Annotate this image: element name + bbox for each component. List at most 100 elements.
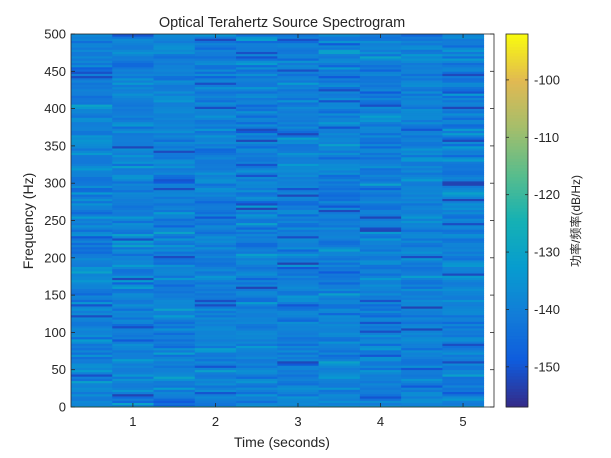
heatmap-cell	[153, 385, 196, 388]
heatmap-cell	[318, 75, 361, 79]
heatmap-cell	[153, 227, 196, 230]
heatmap-cell	[71, 82, 113, 85]
heatmap-cell	[194, 292, 237, 296]
colorbar-segment	[506, 335, 528, 340]
heatmap-cell	[401, 44, 443, 48]
heatmap-cell	[318, 380, 361, 384]
heatmap-cell	[277, 345, 320, 349]
heatmap-cell	[401, 209, 443, 213]
heatmap-cell	[401, 398, 443, 401]
heatmap-cell	[236, 231, 278, 235]
heatmap-cell	[71, 398, 113, 401]
colorbar-segment	[506, 189, 528, 194]
heatmap-cell	[112, 354, 154, 357]
heatmap-cell	[112, 84, 154, 88]
y-tick-label: 300	[44, 176, 66, 191]
heatmap-cell	[318, 66, 361, 70]
heatmap-cell	[359, 191, 402, 195]
heatmap-cell	[442, 156, 485, 160]
colorbar-segment	[506, 360, 528, 364]
heatmap-cell	[112, 176, 154, 180]
heatmap-cell	[401, 264, 443, 267]
colorbar-segment	[506, 245, 528, 249]
heatmap-cell	[401, 82, 443, 85]
heatmap-cell	[71, 240, 113, 243]
heatmap-cell	[442, 196, 485, 199]
heatmap-cell	[112, 108, 154, 112]
colorbar-segment	[506, 55, 528, 60]
heatmap-cell	[277, 382, 320, 386]
heatmap-cell	[318, 398, 361, 401]
heatmap-cell	[318, 139, 361, 142]
heatmap-cell	[318, 93, 361, 96]
heatmap-cell	[153, 178, 196, 182]
colorbar-segment	[506, 111, 528, 116]
heatmap-cell	[442, 310, 485, 314]
heatmap-cell	[359, 281, 402, 285]
heatmap-cell	[442, 299, 485, 303]
heatmap-cell	[71, 325, 113, 329]
heatmap-cell	[71, 55, 113, 59]
heatmap-cell	[112, 398, 154, 401]
heatmap-cell	[153, 40, 196, 44]
heatmap-cell	[277, 367, 320, 371]
heatmap-cell	[442, 330, 485, 333]
heatmap-cell	[236, 382, 278, 386]
heatmap-cell	[401, 317, 443, 320]
x-tick-label: 2	[212, 414, 219, 429]
heatmap-cell	[359, 95, 402, 99]
heatmap-cell	[401, 112, 443, 116]
colorbar-segment	[506, 108, 528, 113]
heatmap-cell	[112, 242, 154, 246]
heatmap-cell	[194, 137, 237, 140]
heatmap-cell	[442, 53, 485, 57]
heatmap-cell	[359, 301, 402, 305]
colorbar-segment	[506, 80, 528, 85]
heatmap-cell	[277, 235, 320, 239]
heatmap-cell	[359, 139, 402, 142]
heatmap-cell	[236, 376, 278, 379]
heatmap-cell	[359, 290, 402, 294]
heatmap-cell	[401, 246, 443, 250]
heatmap-cell	[277, 387, 320, 390]
heatmap-cell	[112, 189, 154, 193]
heatmap-cell	[359, 378, 402, 382]
heatmap-cell	[236, 209, 278, 213]
heatmap-cell	[401, 165, 443, 169]
heatmap-cell	[401, 170, 443, 173]
heatmap-cell	[153, 66, 196, 70]
colorbar-segment	[506, 267, 528, 271]
heatmap-cell	[442, 181, 485, 184]
heatmap-cell	[442, 44, 485, 48]
y-tick-label: 100	[44, 325, 66, 340]
heatmap-cell	[112, 187, 154, 191]
colorbar-segment	[506, 40, 528, 44]
heatmap-cell	[153, 246, 196, 250]
heatmap-cell	[71, 202, 113, 206]
heatmap-cell	[71, 270, 113, 274]
heatmap-cell	[401, 343, 443, 346]
colorbar-segment	[506, 351, 528, 355]
heatmap-cell	[318, 172, 361, 175]
heatmap-cell	[153, 295, 196, 298]
heatmap-cell	[442, 38, 485, 41]
heatmap-cell	[71, 38, 113, 41]
heatmap-cell	[318, 42, 361, 46]
heatmap-cell	[236, 185, 278, 188]
heatmap-cell	[112, 86, 154, 90]
heatmap-cell	[442, 319, 485, 322]
heatmap-cell	[277, 229, 320, 232]
heatmap-cell	[194, 220, 237, 224]
colorbar-segment	[506, 105, 528, 110]
heatmap-cell	[153, 202, 196, 206]
heatmap-cell	[401, 360, 443, 364]
heatmap-cell	[277, 231, 320, 235]
heatmap-cell	[359, 152, 402, 156]
heatmap-cell	[112, 389, 154, 393]
heatmap-cell	[71, 246, 113, 250]
heatmap-cell	[236, 398, 278, 401]
heatmap-cell	[71, 336, 113, 340]
heatmap-cell	[277, 292, 320, 296]
heatmap-cell	[442, 268, 485, 272]
heatmap-cell	[359, 295, 402, 298]
